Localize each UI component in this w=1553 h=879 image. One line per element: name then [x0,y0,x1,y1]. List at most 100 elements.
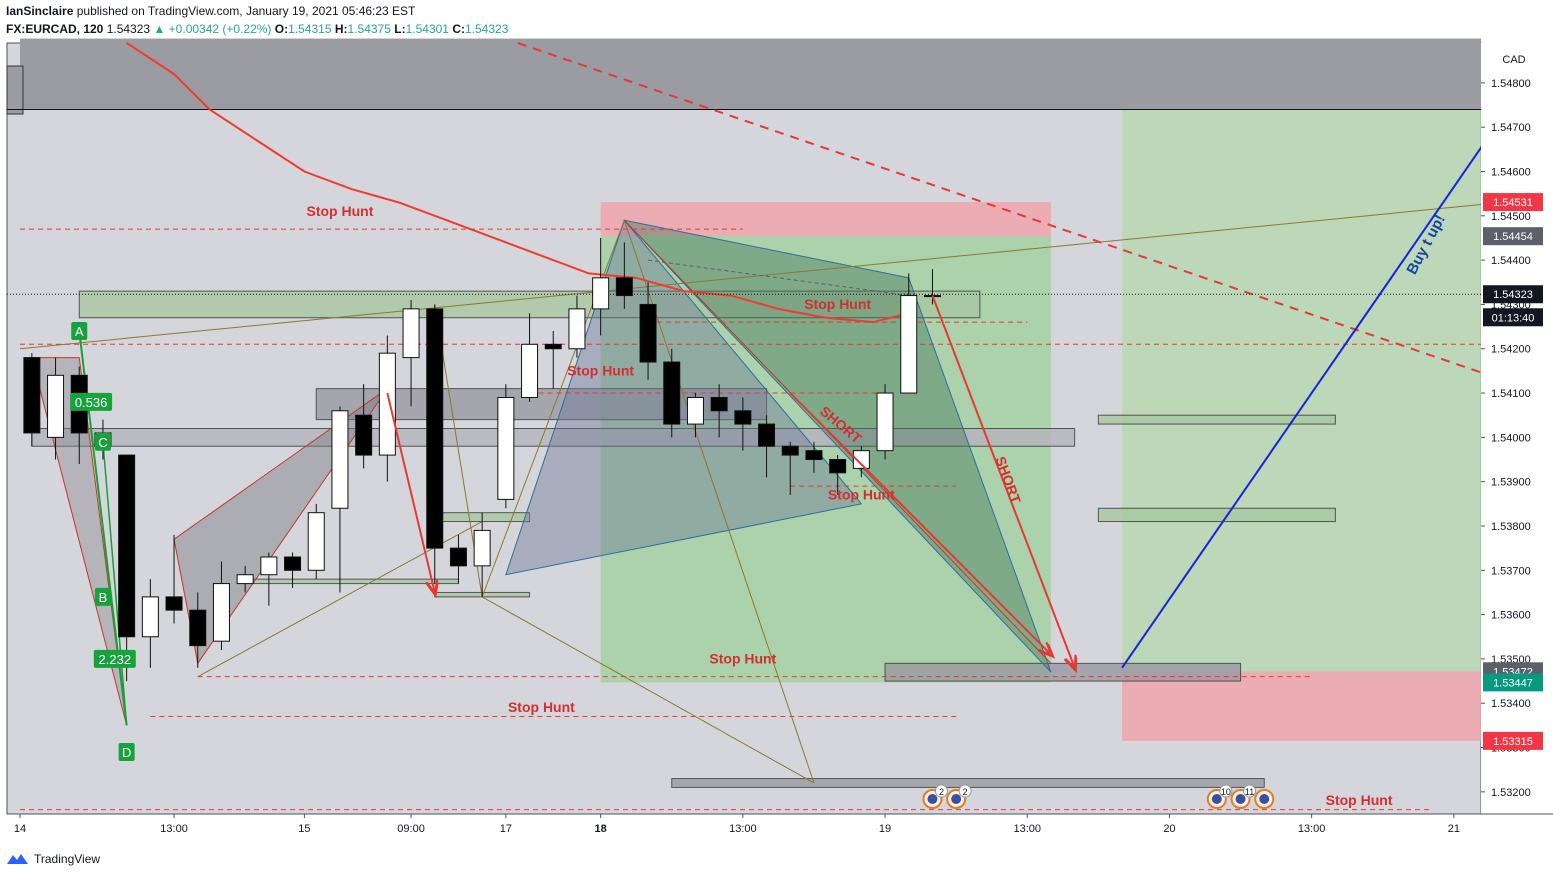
candle [355,384,373,469]
fib-label-box [71,322,88,341]
zone-green2 [1122,82,1481,672]
candle [876,384,894,460]
harmonic-leg [102,441,128,726]
candle-body [378,352,396,456]
pattern-triangle [622,219,1052,673]
grey-block [6,65,24,115]
candle [260,552,278,606]
zone-box [1097,414,1336,425]
low-label: L: [394,22,406,36]
stop-hunt-label: Stop Hunt [307,203,374,219]
economic-event: 2 [946,784,972,809]
zone-box [884,662,1242,682]
candle [402,300,420,407]
last-price: 1.54323 [106,22,151,36]
time-axis [7,814,1481,844]
price-tag: 1.54531 [1483,193,1543,212]
stop-hunt-label: Stop Hunt [804,296,871,312]
price-tick-label: 1.53900 [1491,477,1531,489]
candle [212,561,230,651]
dashed-trend-line [517,42,1490,377]
stop-hunt-label: Stop Hunt [709,650,776,666]
stop-hunt-label: Stop Hunt [1326,792,1393,808]
fib-label-text: C [98,435,107,450]
event-badge-count: 2 [963,787,968,797]
candle-body [900,295,918,394]
candle [141,579,159,668]
candle [236,565,254,593]
fib-label-box [93,649,136,668]
price-tick-label: 1.54500 [1491,211,1531,223]
time-tick-label: 14 [14,823,26,835]
candle [165,534,183,624]
trend-line [647,259,909,297]
candle-body [544,343,562,350]
price-tick-label: 1.53600 [1491,610,1531,622]
event-badge [1243,784,1257,798]
symbol-name[interactable]: FX:EURCAD, 120 [6,22,104,36]
author-name[interactable]: IanSinclaire [6,4,74,18]
time-tick-label: 09:00 [397,823,425,835]
event-badge-count: 2 [939,787,944,797]
candle [426,304,444,584]
published-text: published on TradingView.com, January 19… [76,4,416,18]
candle-body [236,574,254,585]
price-tag-value: 1.54531 [1493,197,1533,209]
stop-hunt-label: Stop Hunt [508,699,575,715]
fib-label-text: D [122,745,131,760]
flag-icon [951,794,962,804]
price-tag-value: 1.53447 [1493,677,1533,689]
price-tag-value: 01:13:40 [1492,312,1535,324]
zone-box [1097,507,1336,523]
fib-label: 2.232 [93,649,136,668]
economic-event: 11 [1230,784,1257,809]
price-tag-box [1483,227,1543,246]
open-value: 1.54315 [288,22,332,36]
price-tick-label: 1.53200 [1491,787,1531,799]
fib-label-text: 2.232 [99,652,132,667]
price-tick-label: 1.54100 [1491,388,1531,400]
candle-body [521,343,539,398]
time-tick-label: 18 [595,823,607,835]
fib-label-text: 0.536 [75,395,108,410]
tradingview-brand: TradingView [34,852,101,866]
candle [284,552,302,589]
event-badge [958,784,972,798]
candle-body [449,547,467,567]
candle-body [615,277,633,297]
candle [639,282,657,380]
up-arrow-icon: ▲ [153,22,166,36]
candle-body [710,396,728,412]
candle-body [592,277,610,310]
candle-body [212,583,230,642]
time-tick-label: 13:00 [729,823,757,835]
low-value: 1.54301 [405,22,449,36]
price-tag-value: 1.54454 [1493,231,1533,243]
candle [307,503,325,580]
time-tick-label: 13:00 [160,823,188,835]
candle [521,313,539,402]
price-tag-value: 1.53315 [1493,736,1533,748]
price-tick-label: 1.54400 [1491,255,1531,267]
tradingview-logo[interactable]: TradingView [6,851,100,867]
price-tag-box [1483,193,1543,212]
candle [331,406,349,593]
flag-icon [1211,794,1222,804]
time-tick-label: 21 [1448,823,1460,835]
candle [710,384,728,438]
candle-body [734,410,752,425]
price-tag: 1.53447 [1483,673,1543,692]
price-change: +0.00342 (+0.22%) [168,22,272,36]
fib-label-box [118,742,135,761]
price-tag: 1.54454 [1483,227,1543,246]
fib-label-box [94,432,111,451]
fib-label-box [94,587,111,606]
moving-average-line [126,42,909,324]
candle-body [568,308,586,350]
candle [118,454,136,682]
close-label: C: [452,22,465,36]
candle-body [758,423,776,447]
tradingview-logo-icon [7,854,28,864]
price-tag-box [1483,673,1543,692]
